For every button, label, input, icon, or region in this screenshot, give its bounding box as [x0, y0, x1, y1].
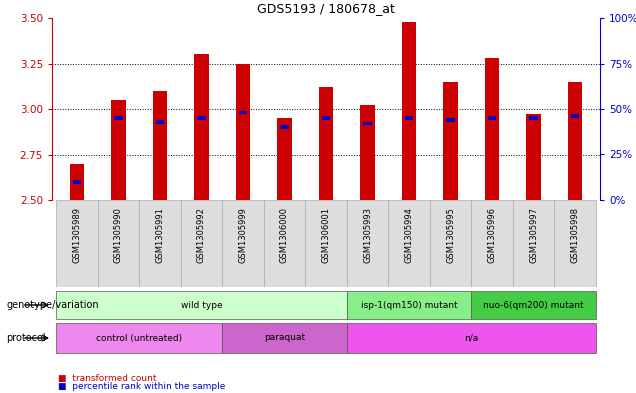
Text: protocol: protocol	[6, 333, 46, 343]
Bar	[360, 105, 375, 200]
Text: GSM1306000: GSM1306000	[280, 207, 289, 263]
Bar	[405, 116, 413, 120]
Bar	[70, 163, 84, 200]
Bar	[443, 82, 458, 200]
Text: paraquat: paraquat	[264, 334, 305, 343]
Bar	[153, 91, 167, 200]
Bar	[280, 125, 289, 129]
Text: nuo-6(qm200) mutant: nuo-6(qm200) mutant	[483, 301, 584, 310]
Text: GSM1305992: GSM1305992	[197, 207, 206, 263]
Text: GSM1305994: GSM1305994	[404, 207, 413, 263]
FancyBboxPatch shape	[555, 200, 596, 287]
Bar	[319, 87, 333, 200]
Bar	[239, 111, 247, 114]
Bar	[529, 116, 537, 120]
Text: wild type: wild type	[181, 301, 222, 310]
FancyBboxPatch shape	[388, 200, 430, 287]
Bar	[568, 82, 583, 200]
FancyBboxPatch shape	[181, 200, 222, 287]
FancyBboxPatch shape	[56, 200, 98, 287]
Bar	[363, 122, 371, 125]
Text: GSM1305998: GSM1305998	[570, 207, 579, 263]
Text: ■  transformed count: ■ transformed count	[59, 374, 157, 383]
Bar	[402, 22, 417, 200]
Text: GSM1305999: GSM1305999	[238, 207, 247, 263]
FancyBboxPatch shape	[98, 200, 139, 287]
Bar	[194, 54, 209, 200]
Bar	[527, 114, 541, 200]
Bar	[446, 118, 455, 122]
Bar	[485, 58, 499, 200]
Bar	[73, 180, 81, 184]
Text: GSM1305997: GSM1305997	[529, 207, 538, 263]
FancyBboxPatch shape	[56, 323, 222, 353]
Text: GSM1305996: GSM1305996	[488, 207, 497, 263]
FancyBboxPatch shape	[264, 200, 305, 287]
Text: GSM1306001: GSM1306001	[322, 207, 331, 263]
FancyBboxPatch shape	[347, 200, 388, 287]
FancyBboxPatch shape	[139, 200, 181, 287]
Text: control (untreated): control (untreated)	[96, 334, 183, 343]
Text: GSM1305989: GSM1305989	[73, 207, 81, 263]
Text: GSM1305993: GSM1305993	[363, 207, 372, 263]
Text: GSM1305990: GSM1305990	[114, 207, 123, 263]
FancyBboxPatch shape	[56, 290, 347, 320]
Text: isp-1(qm150) mutant: isp-1(qm150) mutant	[361, 301, 457, 310]
FancyBboxPatch shape	[471, 290, 596, 320]
Text: n/a: n/a	[464, 334, 478, 343]
FancyBboxPatch shape	[430, 200, 471, 287]
Bar	[571, 114, 579, 118]
FancyBboxPatch shape	[347, 290, 471, 320]
Bar	[111, 100, 126, 200]
FancyBboxPatch shape	[222, 200, 264, 287]
FancyBboxPatch shape	[471, 200, 513, 287]
FancyBboxPatch shape	[305, 200, 347, 287]
Bar	[114, 116, 123, 120]
Bar	[236, 64, 250, 200]
FancyBboxPatch shape	[513, 200, 555, 287]
Text: genotype/variation: genotype/variation	[6, 300, 99, 310]
Bar	[488, 116, 496, 120]
FancyBboxPatch shape	[222, 323, 347, 353]
Title: GDS5193 / 180678_at: GDS5193 / 180678_at	[257, 2, 395, 15]
FancyBboxPatch shape	[347, 323, 596, 353]
Text: GSM1305995: GSM1305995	[446, 207, 455, 263]
Text: GSM1305991: GSM1305991	[155, 207, 165, 263]
Bar	[277, 118, 292, 200]
Bar	[156, 120, 164, 123]
Bar	[322, 116, 330, 120]
Bar	[197, 116, 205, 120]
Text: ■  percentile rank within the sample: ■ percentile rank within the sample	[59, 382, 226, 391]
